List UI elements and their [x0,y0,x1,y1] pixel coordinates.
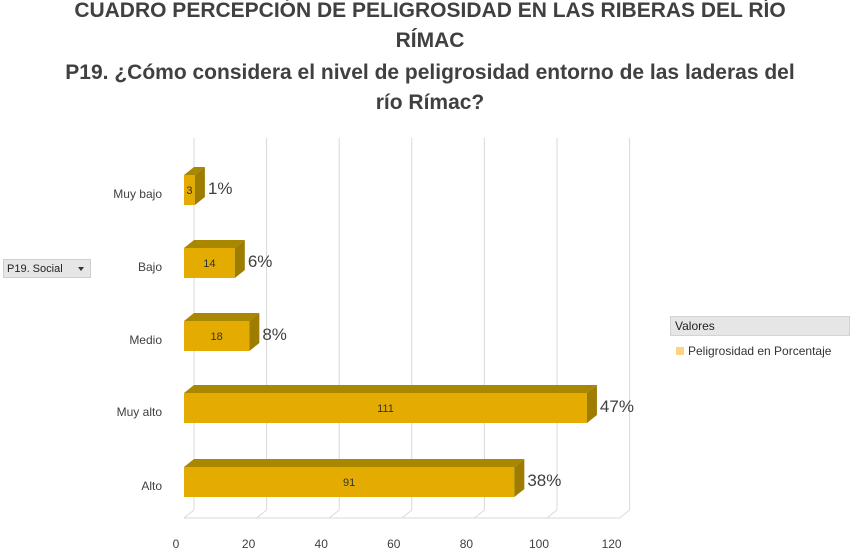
bar-top [184,240,245,248]
percent-label: 38% [527,471,561,490]
gridline-base [546,509,558,519]
bar [184,393,587,423]
data-label: 18 [211,331,223,343]
data-label: 91 [343,477,355,489]
percent-label: 8% [262,325,287,344]
x-tick-label: 80 [460,537,474,551]
chart-title-line1: CUADRO PERCEPCIÓN DE PELIGROSIDAD EN LAS… [74,0,786,52]
category-label: Medio [129,333,162,347]
percent-label: 1% [208,179,233,198]
bar-side [234,240,245,278]
x-tick-label: 20 [242,537,256,551]
category-label: Bajo [138,260,162,274]
bar-side [194,167,205,205]
filter-label: P19. Social [7,262,63,275]
chart-title: CUADRO PERCEPCIÓN DE PELIGROSIDAD EN LAS… [60,0,800,120]
percent-label: 47% [600,397,634,416]
x-tick-label: 60 [387,537,401,551]
percent-label: 6% [248,252,273,271]
gridline-base [256,509,267,519]
bar-side [586,385,597,423]
data-label: 3 [186,185,192,197]
x-tick-label: 40 [315,537,329,551]
bar-top [184,459,525,467]
bar-top [184,313,260,321]
x-tick-label: 0 [173,537,180,551]
gridline-base [328,509,340,519]
legend-swatch [676,347,684,355]
bar [184,175,195,205]
data-label: 14 [203,258,215,270]
x-tick-label: 120 [602,537,622,551]
gridline-base [619,509,630,519]
legend-label: Peligrosidad en Porcentaje [688,344,832,358]
bar-side [514,459,525,497]
bar [184,321,250,351]
gridline-base [474,509,485,519]
chart-title-line2: P19. ¿Cómo considera el nivel de peligro… [65,61,795,114]
category-label: Alto [141,479,162,493]
bar-side [249,313,260,351]
gridline-base [401,509,413,519]
dropdown-arrow-icon [78,267,84,271]
data-label: 111 [377,403,394,415]
bar-top [184,167,205,175]
category-label: Muy bajo [113,187,162,201]
legend-item[interactable]: Peligrosidad en Porcentaje [676,344,831,358]
filter-dropdown[interactable]: P19. Social [3,259,91,278]
bar-top [184,385,597,393]
bar [184,467,515,497]
bar [184,248,235,278]
x-tick-label: 100 [529,537,549,551]
gridline-base [183,509,195,519]
category-label: Muy alto [117,405,163,419]
legend-title: Valores [670,316,850,336]
